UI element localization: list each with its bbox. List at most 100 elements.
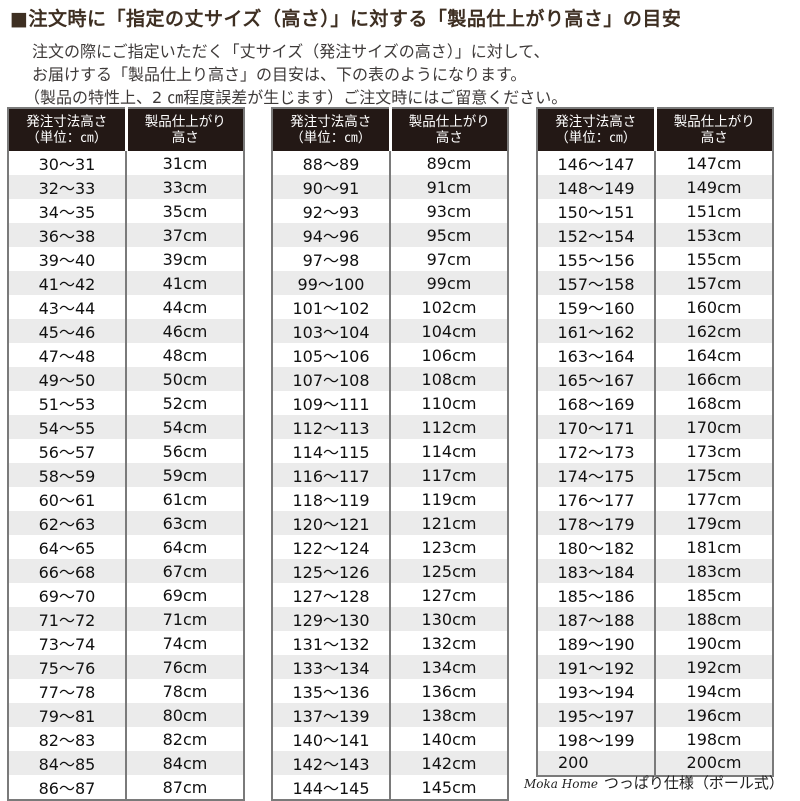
table-row: 77～78 78cm <box>8 679 244 703</box>
finished-height-cell: 61cm <box>162 489 208 509</box>
brand-logo: Moka Home <box>524 777 598 791</box>
order-size-cell: 99～100 <box>272 271 391 295</box>
order-size-cell: 137～139 <box>272 703 391 727</box>
order-size-cell: 159～160 <box>537 295 656 319</box>
finished-height-cell: 93cm <box>426 201 472 221</box>
table-row: 157～158 157cm <box>537 271 773 295</box>
order-size-cell: 148～149 <box>537 175 656 199</box>
finished-height-cell: 67cm <box>126 559 244 583</box>
table-row: 43～44 44cm <box>8 295 244 319</box>
order-size-cell: 163～164 <box>537 343 656 367</box>
table-row: 183～184 183cm <box>537 559 773 583</box>
finished-height-cell: 104cm <box>390 319 508 343</box>
order-size-cell: 155～156 <box>537 247 656 271</box>
order-size-cell: 144～145 <box>272 775 391 800</box>
order-size-cell: 39～40 <box>8 247 127 271</box>
size-table-1: 発注寸法高さ （単位：㎝） 製品仕上がり 高さ 30～31 31cm 32～33 33cm 34… <box>7 107 245 801</box>
finished-height-cell: 50cm <box>126 367 244 391</box>
finished-height-cell: 149cm <box>655 175 773 199</box>
table-row: 161～162 162cm <box>537 319 773 343</box>
order-size-cell: 45～46 <box>8 319 127 343</box>
finished-height-cell: 119cm <box>421 489 477 509</box>
table-row: 122～124 123cm <box>272 535 508 559</box>
finished-height-cell: 106cm <box>421 345 477 365</box>
finished-height-cell: 121cm <box>390 511 508 535</box>
table-row: 66～68 67cm <box>8 559 244 583</box>
order-size-cell: 36～38 <box>8 223 127 247</box>
order-size-cell: 170～171 <box>537 415 656 439</box>
finished-height-cell: 44cm <box>162 297 208 317</box>
table-row: 71～72 71cm <box>8 607 244 631</box>
order-size-cell: 116～117 <box>272 463 391 487</box>
finished-height-cell: 108cm <box>390 367 508 391</box>
table-row: 125～126 125cm <box>272 559 508 583</box>
table-row: 56～57 56cm <box>8 439 244 463</box>
order-size-cell: 131～132 <box>272 631 391 655</box>
table-row: 178～179 179cm <box>537 511 773 535</box>
header-finished-height: 製品仕上がり 高さ <box>655 108 773 151</box>
table-row: 47～48 48cm <box>8 343 244 367</box>
order-size-cell: 90～91 <box>272 175 391 199</box>
table-row: 34～35 35cm <box>8 199 244 223</box>
order-size-cell: 79～81 <box>8 703 127 727</box>
finished-height-cell: 91cm <box>390 175 508 199</box>
finished-height-cell: 110cm <box>421 393 477 413</box>
order-size-cell: 178～179 <box>537 511 656 535</box>
order-size-cell: 101～102 <box>272 295 391 319</box>
finished-height-cell: 160cm <box>686 297 742 317</box>
order-size-cell: 122～124 <box>272 535 391 559</box>
table-row: 146～147 147cm <box>537 151 773 175</box>
order-size-cell: 56～57 <box>8 439 127 463</box>
table-row: 155～156 155cm <box>537 247 773 271</box>
finished-height-cell: 196cm <box>655 703 773 727</box>
order-size-cell: 193～194 <box>537 679 656 703</box>
order-size-cell: 105～106 <box>272 343 391 367</box>
header-text: 高さ <box>700 130 728 146</box>
table-row: 114～115 114cm <box>272 439 508 463</box>
table-row: 118～119 119cm <box>272 487 508 511</box>
header-text: 発注寸法高さ <box>290 114 372 130</box>
table-row: 58～59 59cm <box>8 463 244 487</box>
finished-height-cell: 198cm <box>686 729 742 749</box>
table-row: 195～197 196cm <box>537 703 773 727</box>
finished-height-cell: 71cm <box>126 607 244 631</box>
finished-height-cell: 164cm <box>686 345 742 365</box>
table-row: 189～190 190cm <box>537 631 773 655</box>
order-size-cell: 86～87 <box>8 775 127 800</box>
order-size-cell: 165～167 <box>537 367 656 391</box>
finished-height-cell: 162cm <box>655 319 773 343</box>
order-size-cell: 62～63 <box>8 511 127 535</box>
finished-height-cell: 188cm <box>655 607 773 631</box>
header-order-size: 発注寸法高さ （単位：㎝） <box>8 108 128 151</box>
header-text: 高さ <box>171 130 199 146</box>
order-size-cell: 43～44 <box>8 295 127 319</box>
table-row: 103～104 104cm <box>272 319 508 343</box>
order-size-cell: 94～96 <box>272 223 391 247</box>
finished-height-cell: 117cm <box>390 463 508 487</box>
table-row: 135～136 136cm <box>272 679 508 703</box>
finished-height-cell: 37cm <box>126 223 244 247</box>
finished-height-cell: 63cm <box>126 511 244 535</box>
order-size-cell: 66～68 <box>8 559 127 583</box>
table-row: 200 200cm <box>537 751 773 776</box>
order-size-cell: 125～126 <box>272 559 391 583</box>
finished-height-cell: 130cm <box>390 607 508 631</box>
header-text: 製品仕上がり <box>408 114 490 130</box>
table-row: 152～154 153cm <box>537 223 773 247</box>
finished-height-cell: 190cm <box>686 633 742 653</box>
finished-height-cell: 175cm <box>655 463 773 487</box>
finished-height-cell: 54cm <box>126 415 244 439</box>
order-size-cell: 140～141 <box>272 727 391 751</box>
order-size-cell: 92～93 <box>272 199 391 223</box>
table-row: 69～70 69cm <box>8 583 244 607</box>
finished-height-cell: 151cm <box>686 201 742 221</box>
order-size-cell: 60～61 <box>8 487 127 511</box>
finished-height-cell: 170cm <box>655 415 773 439</box>
order-size-cell: 54～55 <box>8 415 127 439</box>
finished-height-cell: 179cm <box>655 511 773 535</box>
finished-height-cell: 48cm <box>162 345 208 365</box>
finished-height-cell: 56cm <box>162 441 208 461</box>
header-finished-height: 製品仕上がり 高さ <box>126 108 244 151</box>
header-text: 発注寸法高さ <box>555 114 637 130</box>
finished-height-cell: 166cm <box>655 367 773 391</box>
